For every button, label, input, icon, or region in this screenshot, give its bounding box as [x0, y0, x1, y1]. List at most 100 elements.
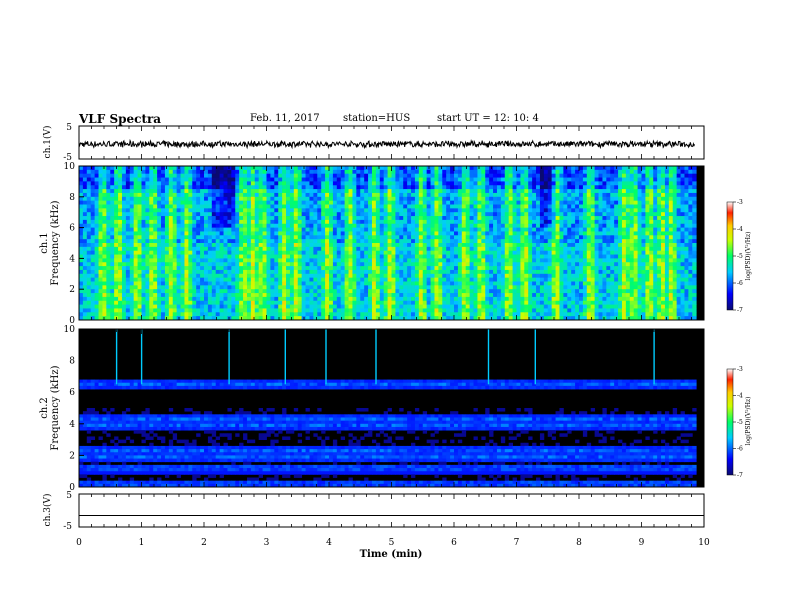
ch1-spectrogram-cell [500, 300, 506, 305]
ch1-spectrogram-cell [520, 246, 525, 252]
ch1-spectrogram-cell [539, 181, 545, 186]
ch1-spectrogram-cell [301, 173, 306, 178]
ch1-spectrogram-cell [309, 219, 314, 225]
ch1-spectrogram-cell [442, 246, 447, 252]
ch1-spectrogram-cell [414, 243, 420, 248]
ch1-spectrogram-cell [86, 296, 92, 302]
ch1-spectrogram-cell [434, 254, 439, 259]
ch1-spectrogram-cell [395, 231, 400, 236]
ch1-spectrogram-cell [356, 304, 361, 309]
ch1-spectrogram-cell [157, 258, 162, 263]
ch1-spectrogram-cell [489, 243, 494, 248]
ch1-spectrogram-cell [223, 296, 228, 302]
ch1-spectrogram-cell [168, 235, 174, 240]
ch1-spectrogram-cell [407, 173, 412, 178]
ch1-spectrogram-cell [454, 277, 459, 282]
ch1-spectrogram-cell [137, 293, 142, 298]
ch1-spectrogram-cell [110, 219, 115, 225]
ch1-spectrogram-cell [180, 173, 185, 178]
ch1-spectrogram-cell [555, 243, 560, 248]
ch1-spectrogram-cell [512, 266, 517, 271]
ch1-spectrogram-cell [258, 296, 263, 302]
ch1-spectrogram-cell [391, 269, 396, 275]
ch1-spectrogram-cell [477, 231, 482, 236]
ch1-spectrogram-cell [270, 304, 275, 309]
ch1-spectrogram-cell [321, 166, 326, 171]
ch1-spectrogram-cell [493, 239, 498, 244]
ch1-spectrogram-cell [219, 192, 224, 198]
ch1-spectrogram-cell [192, 192, 197, 198]
ch1-spectrogram-cell [94, 266, 99, 271]
ch1-spectrogram-cell [98, 216, 103, 221]
ch1-spectrogram-cell [227, 227, 232, 232]
ch1-spectrogram-cell [137, 235, 142, 240]
ch1-spectrogram-cell [348, 212, 353, 217]
ch1-spectrogram-cell [520, 173, 525, 178]
ch1-spectrogram-cell [434, 208, 439, 213]
ch1-spectrogram-cell [121, 316, 127, 321]
ch1-spectrogram-cell [286, 281, 291, 286]
ch1-spectrogram-cell [137, 208, 142, 213]
ch1-spectrogram-cell [340, 173, 346, 178]
ch1-spectrogram-cell [82, 258, 88, 263]
ch1-spectrogram-cell [227, 308, 232, 313]
ch1-spectrogram-cell [426, 312, 431, 317]
ch1-spectrogram-cell [364, 216, 369, 221]
ch1-spectrogram-cell [239, 173, 244, 178]
ch1-spectrogram-cell [516, 243, 521, 248]
ch1-spectrogram-cell [407, 293, 412, 298]
ch1-spectrogram-cell [356, 181, 361, 186]
ch1-spectrogram-cell [239, 231, 244, 236]
ch1-spectrogram-cell [383, 208, 388, 213]
ch1-spectrogram-cell [231, 273, 236, 279]
ch1-spectrogram-cell [469, 269, 474, 275]
ch1-spectrogram-cell [98, 296, 103, 302]
ch1-spectrogram-cell [524, 208, 529, 213]
ch1-spectrogram-cell [250, 266, 256, 271]
ch1-spectrogram-cell [215, 293, 221, 298]
ch1-spectrogram-cell [485, 266, 490, 271]
ch1-spectrogram-cell [192, 181, 197, 186]
ch1-spectrogram-cell [399, 300, 404, 305]
ch1-spectrogram-cell [403, 169, 408, 175]
ch1-spectrogram-cell [399, 266, 404, 271]
ch1-waveform-trace [78, 138, 696, 150]
ch1-spectrogram-cell [477, 304, 482, 309]
ch1-spectrogram-cell [274, 304, 279, 309]
ch1-spectrogram-cell [508, 235, 513, 240]
ch1-spectrogram-cell [375, 296, 381, 302]
ch1-spectrogram-cell [282, 262, 287, 267]
ch1-spectrogram-cell [278, 316, 283, 321]
ch1-spectrogram-cell [559, 316, 564, 321]
ch1-spectrogram-cell [149, 223, 154, 228]
ch1-spectrogram-cell [161, 293, 166, 298]
ch1-spectrogram-cell [301, 308, 306, 313]
ch1-spectrogram-cell [457, 177, 463, 182]
ch1-spectrogram-cell [340, 181, 346, 186]
ch1-spectrogram-cell [79, 204, 84, 209]
ch1-spectrogram-cell [508, 185, 513, 190]
ch1-spectrogram-cell [524, 296, 529, 302]
ch1-spectrogram-cell [547, 304, 553, 309]
ch1-spectrogram-cell [188, 185, 193, 190]
ch1-spectrogram-cell [403, 166, 408, 171]
ch1-spectrogram-cell [375, 300, 381, 305]
ch1-spectrogram-cell [340, 192, 346, 198]
ch1-spectrogram-cell [399, 169, 404, 175]
ch1-spectrogram-cell [278, 277, 283, 282]
ch1-spectrogram-cell [391, 192, 396, 198]
ch1-spectrogram-cell [188, 169, 193, 175]
ch1-spectrogram-cell [309, 227, 314, 232]
ch1-spectrogram-cell [442, 177, 447, 182]
ch1-spectrogram-cell [371, 304, 377, 309]
ch1-spectrogram-cell [282, 281, 287, 286]
ch1-spectrogram-cell [90, 204, 96, 209]
ch1-spectrogram-cell [106, 293, 111, 298]
ch1-spectrogram-cell [102, 285, 107, 290]
ch1-spectrogram-cell [360, 192, 365, 198]
ch1-spectrogram-cell [407, 223, 412, 228]
ch1-spectrogram-cell [207, 169, 213, 175]
ch1-spectrogram-cell [395, 169, 400, 175]
ch1-spectrogram-cell [168, 169, 174, 175]
ch1-spectrogram-cell [121, 235, 127, 240]
